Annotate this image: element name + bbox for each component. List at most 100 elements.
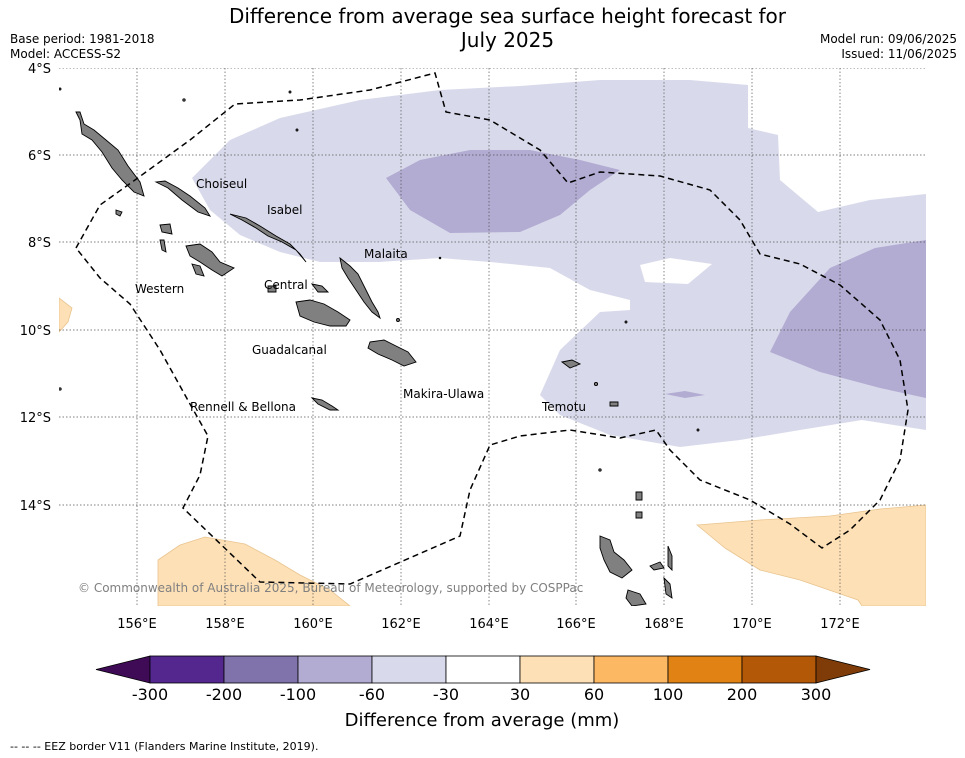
colorbar-segment xyxy=(667,655,743,684)
issued-date: Issued: 11/06/2025 xyxy=(841,47,957,61)
island-vella xyxy=(159,223,173,235)
colorbar-segment xyxy=(741,655,817,684)
island-vanikoro xyxy=(609,401,619,407)
island-makira xyxy=(367,339,417,367)
islet xyxy=(696,428,700,432)
island-nggela xyxy=(310,283,330,293)
colorbar-segment xyxy=(593,655,669,684)
island-malakula xyxy=(625,589,647,606)
model-info: Base period: 1981-2018 Model: ACCESS-S2 xyxy=(10,32,155,62)
colorbar: -300 -200 -100 -60 -30 30 60 100 200 300 xyxy=(95,655,871,704)
title-line-2: July 2025 xyxy=(460,28,555,52)
colorbar-tick: 300 xyxy=(801,685,832,704)
island-santa-cruz xyxy=(560,359,582,369)
lat-label: 8°S xyxy=(28,236,51,251)
island-espiritu-santo xyxy=(599,535,633,579)
anomaly-region-medium-east xyxy=(770,240,926,398)
colorbar-tick: -60 xyxy=(359,685,385,704)
islet xyxy=(593,381,599,387)
label-western: Western xyxy=(135,282,184,296)
lon-label: 164°E xyxy=(469,617,509,632)
map-area: © Commonwealth of Australia 2025, Bureau… xyxy=(59,68,926,606)
colorbar-tick: -100 xyxy=(280,685,316,704)
label-malaita: Malaita xyxy=(364,247,408,261)
islet xyxy=(59,387,62,391)
colorbar-tick: 200 xyxy=(727,685,758,704)
lon-label: 162°E xyxy=(381,617,421,632)
colorbar-extend-low xyxy=(95,655,151,684)
lon-label: 160°E xyxy=(293,617,333,632)
islet xyxy=(624,320,628,324)
colorbar-segment xyxy=(223,655,299,684)
colorbar-tick: -30 xyxy=(433,685,459,704)
anomaly-region-warm-west xyxy=(59,297,73,333)
island-rennell xyxy=(310,397,340,411)
colorbar-extend-high xyxy=(815,655,871,684)
lon-label: 166°E xyxy=(556,617,596,632)
lon-label: 156°E xyxy=(117,617,157,632)
lat-label: 14°S xyxy=(20,499,51,514)
copyright-text: © Commonwealth of Australia 2025, Bureau… xyxy=(78,581,583,595)
model-name: Model: ACCESS-S2 xyxy=(10,47,122,61)
eez-border xyxy=(75,72,909,585)
islet xyxy=(59,87,62,91)
island-shortland xyxy=(115,209,123,217)
colorbar-segment xyxy=(519,655,595,684)
colorbar-tick: -300 xyxy=(132,685,168,704)
lat-label: 6°S xyxy=(28,149,51,164)
label-rennell-bellona: Rennell & Bellona xyxy=(190,400,296,414)
anomaly-region-warm-south xyxy=(157,536,351,606)
island-gaua xyxy=(635,491,643,501)
island-vanua-lava xyxy=(635,511,643,519)
run-info: Model run: 09/06/2025 Issued: 11/06/2025 xyxy=(820,32,957,62)
colorbar-segment xyxy=(297,655,373,684)
colorbar-label: Difference from average (mm) xyxy=(345,710,620,731)
lat-label: 10°S xyxy=(20,324,51,339)
island-choiseul xyxy=(154,180,212,217)
islet xyxy=(288,90,292,94)
lon-label: 172°E xyxy=(820,617,860,632)
colorbar-tick: 30 xyxy=(510,685,530,704)
latitude-labels: 4°S 6°S 8°S 10°S 12°S 14°S xyxy=(20,62,51,514)
label-isabel: Isabel xyxy=(267,203,302,217)
anomaly-region-warm-southeast xyxy=(695,504,926,606)
island-rendova xyxy=(191,263,205,277)
island-savo xyxy=(267,285,277,293)
anomaly-hole-white xyxy=(640,258,712,284)
island-ambae xyxy=(649,561,665,571)
anomaly-region-medium-north xyxy=(386,150,620,233)
lon-label: 158°E xyxy=(205,617,245,632)
island-pentecost xyxy=(663,576,673,599)
islet xyxy=(598,468,602,472)
label-central: Central xyxy=(264,278,308,292)
colorbar-tick: 100 xyxy=(653,685,684,704)
base-period: Base period: 1981-2018 xyxy=(10,32,155,46)
colorbar-segment xyxy=(445,655,521,684)
anomaly-region-medium-small xyxy=(665,391,705,398)
islet xyxy=(295,128,299,132)
label-guadalcanal: Guadalcanal xyxy=(252,343,327,357)
island-new-georgia xyxy=(185,243,235,277)
colorbar-tick: 60 xyxy=(584,685,604,704)
islet xyxy=(438,256,442,260)
map-title: Difference from average sea surface heig… xyxy=(150,4,865,52)
model-run: Model run: 09/06/2025 xyxy=(819,32,957,46)
islet xyxy=(182,98,186,102)
island-isabel xyxy=(229,213,307,263)
colorbar-segment xyxy=(149,655,225,684)
island-malaita xyxy=(339,256,381,320)
islet xyxy=(396,318,400,322)
title-line-1: Difference from average sea surface heig… xyxy=(228,4,787,28)
island-maewo xyxy=(667,545,673,572)
island-ranongga xyxy=(159,239,167,253)
island-guadalcanal xyxy=(295,299,351,327)
island-bougainville xyxy=(75,111,145,197)
lon-label: 168°E xyxy=(644,617,684,632)
lat-label: 4°S xyxy=(28,62,51,77)
land-masses xyxy=(59,87,700,606)
longitude-labels: 156°E 158°E 160°E 162°E 164°E 166°E 168°E 170°E… xyxy=(117,617,860,632)
colorbar-segment xyxy=(371,655,447,684)
eez-legend-note: -- -- -- EEZ border V11 (Flanders Marine… xyxy=(10,740,319,753)
lat-label: 12°S xyxy=(20,411,51,426)
